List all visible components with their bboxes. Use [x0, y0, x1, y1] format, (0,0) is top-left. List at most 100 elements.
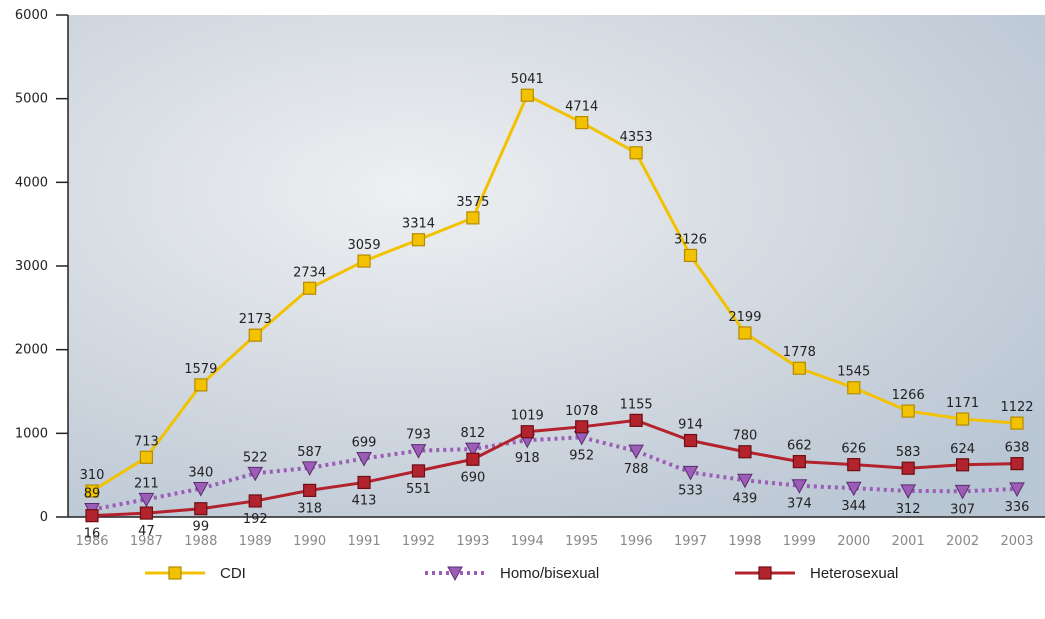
x-tick-label: 1990	[293, 534, 326, 549]
x-tick-label: 1999	[783, 534, 816, 549]
data-point	[901, 461, 915, 475]
data-point	[357, 254, 371, 268]
x-tick-label: 1996	[620, 534, 653, 549]
data-label: 788	[624, 462, 649, 477]
data-point	[955, 412, 970, 426]
legend-marker	[168, 566, 182, 580]
x-tick-label: 2003	[1000, 534, 1033, 549]
data-label: 918	[515, 451, 540, 466]
data-label: 1171	[946, 396, 979, 411]
data-point	[737, 473, 753, 489]
data-label: 318	[297, 501, 322, 516]
x-tick-label: 2002	[946, 534, 979, 549]
y-tick-label: 2000	[15, 343, 48, 358]
data-label: 4714	[565, 100, 598, 115]
data-label: 2199	[728, 310, 761, 325]
data-label: 1019	[511, 409, 544, 424]
data-point	[139, 450, 154, 464]
data-label: 3126	[674, 232, 707, 247]
data-point	[410, 444, 427, 459]
x-tick-label: 2001	[892, 534, 925, 549]
data-point	[900, 484, 917, 499]
series-line	[91, 418, 1018, 518]
data-label: 551	[406, 482, 431, 497]
data-point	[301, 461, 318, 476]
x-tick-label: 1994	[511, 534, 544, 549]
data-point	[85, 484, 99, 498]
data-label: 336	[1005, 500, 1030, 515]
series-line	[91, 93, 1018, 493]
data-point	[901, 404, 915, 418]
data-label: 780	[733, 429, 758, 444]
data-point	[194, 502, 208, 516]
data-label: 624	[950, 442, 975, 457]
x-tick-label: 1988	[184, 534, 217, 549]
data-label: 1155	[620, 397, 653, 412]
data-point	[248, 494, 262, 508]
data-point	[411, 464, 426, 478]
y-tick-label: 5000	[15, 92, 48, 107]
data-point	[1010, 416, 1024, 430]
data-point	[954, 484, 971, 500]
data-point	[466, 211, 480, 225]
legend-label: Homo/bisexual	[500, 565, 599, 582]
data-label: 192	[243, 512, 268, 527]
data-label: 2173	[239, 312, 272, 327]
data-label: 310	[80, 468, 105, 483]
legend-marker	[758, 566, 772, 580]
data-label: 374	[787, 497, 812, 512]
legend-marker	[447, 566, 463, 582]
data-label: 793	[406, 428, 431, 443]
data-point	[683, 433, 698, 448]
data-label: 439	[733, 491, 758, 506]
data-label: 89	[84, 487, 101, 502]
data-label: 690	[460, 470, 485, 485]
data-point	[845, 481, 862, 497]
data-point	[465, 442, 481, 458]
data-point	[575, 115, 589, 130]
data-point	[629, 146, 643, 160]
data-point	[411, 233, 426, 247]
x-tick-label: 1986	[75, 534, 108, 549]
data-point	[247, 466, 264, 482]
data-label: 626	[841, 442, 866, 457]
data-label: 952	[569, 448, 594, 463]
data-label: 312	[896, 502, 921, 517]
data-point	[466, 452, 480, 466]
data-point	[792, 361, 806, 375]
data-point	[357, 475, 371, 490]
data-label: 3575	[456, 195, 489, 210]
x-tick-label: 1997	[674, 534, 707, 549]
data-label: 587	[297, 445, 322, 460]
data-label: 583	[896, 445, 921, 460]
data-label: 3059	[348, 238, 381, 253]
data-point	[520, 88, 534, 102]
x-tick-label: 2000	[837, 534, 870, 549]
data-label: 699	[352, 436, 377, 451]
data-label: 47	[138, 524, 155, 539]
data-point	[248, 328, 262, 342]
x-tick-label: 1992	[402, 534, 435, 549]
data-label: 1579	[184, 362, 217, 377]
data-label: 211	[134, 476, 159, 491]
data-label: 307	[950, 502, 975, 517]
data-label: 5041	[511, 72, 544, 87]
data-point	[85, 509, 99, 523]
data-point	[847, 458, 861, 472]
data-point	[192, 482, 209, 497]
data-point	[356, 452, 372, 467]
data-point	[738, 326, 752, 340]
data-point	[683, 248, 698, 263]
data-label: 638	[1005, 441, 1030, 456]
data-point	[791, 479, 808, 494]
data-label: 4353	[620, 130, 653, 145]
x-tick-label: 1998	[728, 534, 761, 549]
data-point	[575, 420, 589, 434]
y-tick-label: 0	[40, 510, 48, 525]
data-point	[955, 458, 970, 472]
data-point	[520, 425, 534, 439]
legend-label: Heterosexual	[810, 565, 898, 582]
data-label: 522	[243, 450, 268, 465]
data-point	[139, 506, 154, 520]
data-point	[847, 381, 861, 395]
